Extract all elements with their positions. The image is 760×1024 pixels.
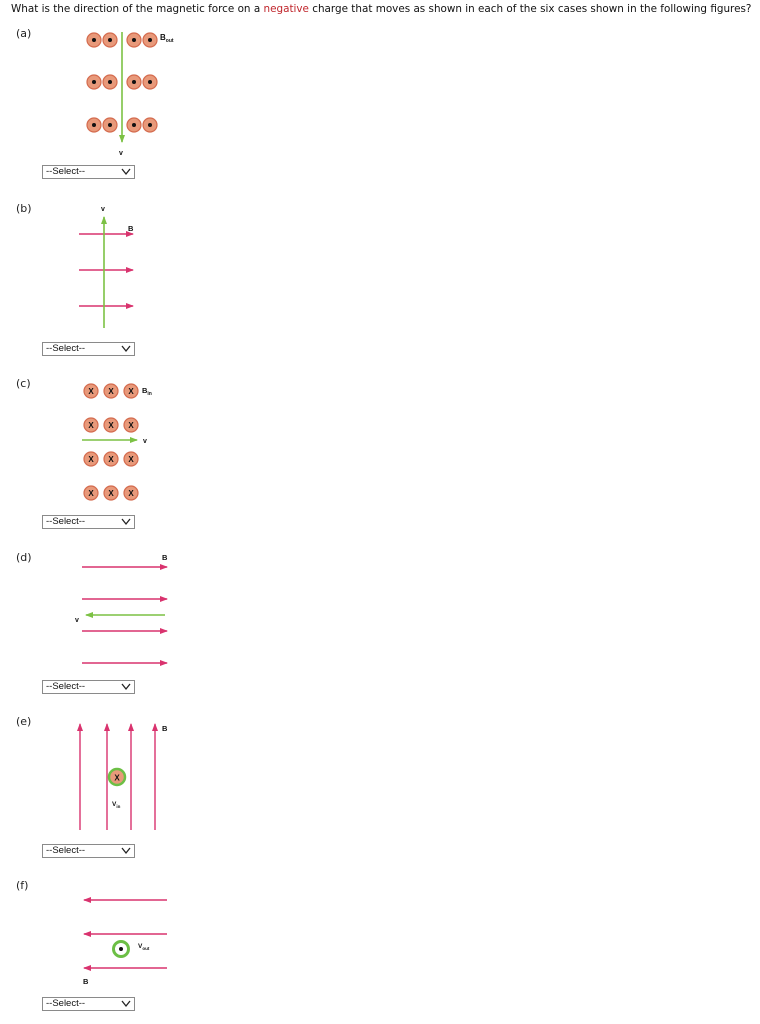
cross-symbol: X	[108, 387, 114, 396]
select-value: --Select--	[46, 998, 86, 1009]
field-in-crosses	[83, 383, 139, 501]
cross-symbol: X	[128, 455, 134, 464]
figure-c: X X X X X X X X X X X X v Bin	[82, 383, 152, 501]
velocity-label: v	[119, 150, 123, 157]
field-out-dots	[86, 32, 158, 133]
part-e-label: (e)	[16, 715, 32, 728]
select-part-f[interactable]: --Select--	[42, 997, 135, 1011]
field-label: B	[162, 553, 168, 562]
field-label: B	[83, 977, 89, 986]
velocity-label: v	[143, 438, 147, 445]
question-prefix: What is the direction of the magnetic fo…	[11, 3, 264, 15]
select-value: --Select--	[46, 343, 86, 354]
velocity-label: v	[101, 206, 105, 213]
question-suffix: charge that moves as shown in each of th…	[308, 3, 752, 15]
figure-f: Vout B	[83, 897, 167, 986]
figure-a: Bout v	[86, 32, 174, 157]
figure-d: v B	[75, 553, 168, 666]
question-highlight: negative	[263, 3, 309, 15]
figure-b: v B	[79, 206, 134, 328]
chevron-down-icon	[121, 683, 131, 691]
cross-symbol: X	[108, 421, 114, 430]
figure-e: X Vin B	[77, 723, 168, 830]
cross-symbol: X	[88, 489, 94, 498]
select-part-c[interactable]: --Select--	[42, 515, 135, 529]
chevron-down-icon	[121, 847, 131, 855]
select-part-a[interactable]: --Select--	[42, 165, 135, 179]
chevron-down-icon	[121, 168, 131, 176]
question-text: What is the direction of the magnetic fo…	[11, 3, 756, 15]
field-label: B	[162, 724, 168, 733]
field-label: B	[128, 224, 134, 233]
cross-symbol: X	[128, 489, 134, 498]
velocity-label: Vout	[138, 943, 150, 951]
chevron-down-icon	[121, 345, 131, 353]
select-part-d[interactable]: --Select--	[42, 680, 135, 694]
charge-into-page	[107, 767, 127, 787]
select-part-e[interactable]: --Select--	[42, 844, 135, 858]
chevron-down-icon	[121, 1000, 131, 1008]
select-value: --Select--	[46, 845, 86, 856]
field-label: Bout	[160, 33, 174, 44]
velocity-label: Vin	[112, 801, 121, 809]
cross-symbol: X	[128, 421, 134, 430]
charge-dot	[119, 947, 123, 951]
cross-symbol: X	[88, 455, 94, 464]
field-label: Bin	[142, 386, 152, 397]
select-value: --Select--	[46, 681, 86, 692]
part-f-label: (f)	[16, 879, 29, 892]
cross-symbol: X	[114, 774, 120, 783]
cross-symbol: X	[88, 421, 94, 430]
part-a-label: (a)	[16, 27, 32, 40]
part-d-label: (d)	[16, 551, 32, 564]
part-b-label: (b)	[16, 202, 32, 215]
chevron-down-icon	[121, 518, 131, 526]
cross-symbol: X	[108, 455, 114, 464]
velocity-label: v	[75, 617, 79, 624]
select-value: --Select--	[46, 166, 86, 177]
cross-symbol: X	[128, 387, 134, 396]
select-value: --Select--	[46, 516, 86, 527]
cross-symbol: X	[108, 489, 114, 498]
cross-symbol: X	[88, 387, 94, 396]
part-c-label: (c)	[16, 377, 31, 390]
select-part-b[interactable]: --Select--	[42, 342, 135, 356]
